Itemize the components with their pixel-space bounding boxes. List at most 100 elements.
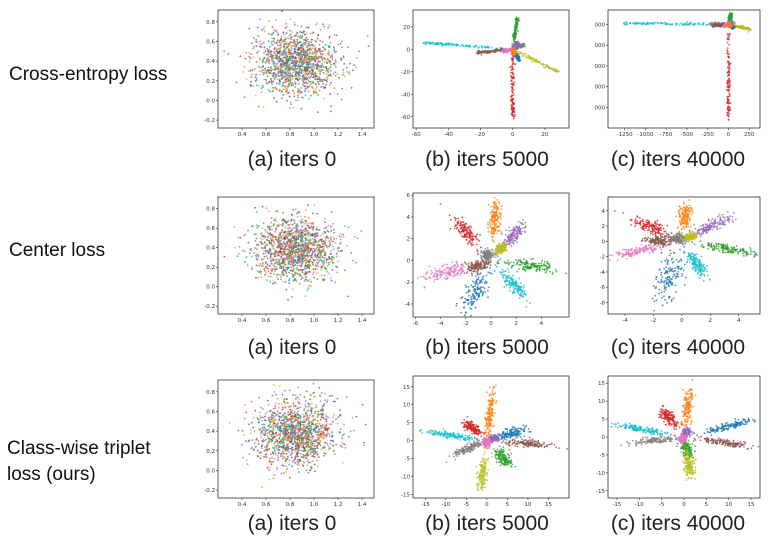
scatter-point [269,77,272,80]
scatter-point [299,269,301,271]
scatter-point [301,241,304,244]
scatter-point [682,22,685,25]
scatter-point [319,50,322,53]
scatter-point [353,64,355,66]
scatter-point [269,90,271,93]
scatter-point [264,61,267,64]
scatter-point [726,71,729,74]
scatter-point [332,256,335,259]
scatter-point [486,46,489,49]
scatter-point [281,70,284,72]
scatter-point [324,86,327,89]
scatter-point [281,83,284,85]
plot-frame [607,9,761,129]
scatter-point [292,89,294,92]
scatter-point [305,63,308,66]
scatter-point [271,54,274,57]
scatter-point [338,76,340,79]
scatter-point [303,272,306,275]
scatter-point [256,227,259,229]
scatter-point [276,82,278,85]
scatter-point [511,91,514,94]
scatter-point [515,41,518,44]
scatter-point [321,78,323,81]
scatter-point [267,58,270,61]
scatter-point [264,250,267,252]
scatter-point [255,276,257,279]
scatter-point [728,25,731,28]
scatter-point [287,92,289,94]
scatter-point [320,254,322,257]
scatter-point [305,238,307,240]
scatter-point [304,89,306,91]
scatter-point [263,26,266,28]
scatter-point [726,114,729,117]
scatter-point [512,83,514,86]
scatter-point [309,83,312,86]
scatter-point [650,22,653,25]
scatter-point [487,50,490,52]
scatter-point [275,50,278,53]
scatter-point [319,70,322,73]
scatter-point [308,284,311,287]
scatter-point [728,79,731,82]
scatter-point [284,234,287,237]
scatter-point [253,68,256,70]
scatter-point [318,65,321,68]
scatter-point [634,22,637,25]
scatter-point [727,88,730,91]
scatter-point [711,24,714,27]
scatter-point [255,45,258,47]
x-tick-label: 250 [744,132,755,138]
scatter-point [286,99,288,102]
scatter-point [308,85,311,88]
scatter-point [296,213,298,215]
scatter-point [729,102,732,105]
scatter-point [280,278,282,281]
scatter-point [291,228,294,231]
scatter-point [253,252,256,254]
scatter-point [292,65,294,67]
scatter-point [450,44,452,47]
scatter-point [308,251,311,253]
scatter-point [301,261,304,264]
scatter-point [262,106,265,108]
scatter-point [301,276,304,279]
scatter-point [329,66,332,69]
scatter-point [300,91,303,93]
scatter-point [301,234,304,237]
scatter-point [305,81,308,84]
scatter-point [522,54,524,57]
scatter-point [355,66,357,69]
scatter-point [270,69,273,72]
scatter-point [543,63,546,66]
scatter-point [299,64,302,67]
scatter-point [305,276,307,278]
scatter-point [348,73,351,76]
scatter-point [347,46,349,49]
scatter-point [334,74,337,77]
scatter-point [251,266,253,269]
scatter-point [298,273,301,275]
scatter-point [294,254,297,256]
scatter-point [285,61,288,64]
scatter-point [296,25,299,27]
scatter-point [728,65,731,68]
scatter-point [303,67,306,70]
scatter-point [272,62,274,65]
scatter-point [278,79,281,82]
scatter-point [256,253,258,256]
scatter-point [316,63,319,65]
scatter-point [333,248,335,251]
scatter-point [288,258,291,261]
scatter-point [711,25,714,28]
scatter-point [358,50,360,53]
scatter-point [292,57,294,59]
scatter-point [305,36,308,39]
x-tick-label: -1250 [617,132,633,138]
scatter-point [223,255,226,258]
scatter-point [333,47,335,50]
scatter-point [297,52,299,54]
scatter-point [299,255,302,258]
scatter-point [288,79,291,82]
